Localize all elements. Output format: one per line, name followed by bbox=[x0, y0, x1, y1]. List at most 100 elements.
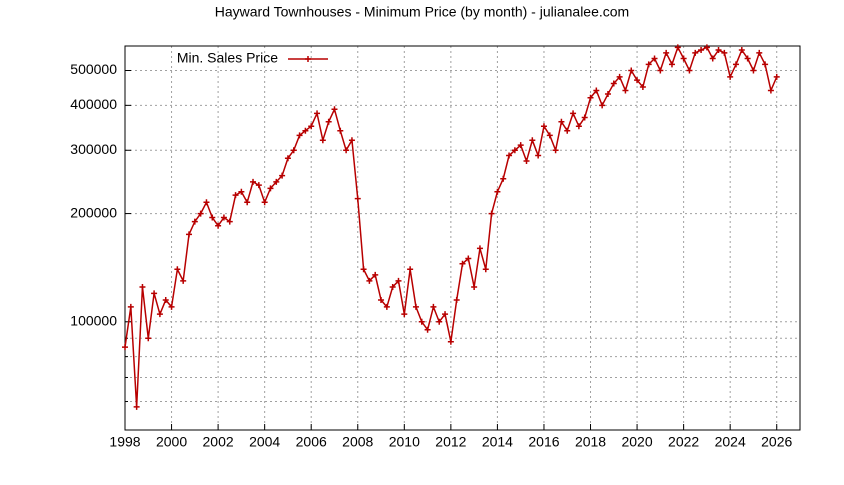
point-marker bbox=[220, 214, 227, 221]
point-marker bbox=[244, 199, 251, 206]
point-marker bbox=[744, 55, 751, 62]
point-marker bbox=[174, 266, 181, 273]
point-marker bbox=[494, 188, 501, 195]
point-marker bbox=[360, 266, 367, 273]
point-marker bbox=[558, 118, 565, 125]
point-marker bbox=[709, 55, 716, 62]
point-marker bbox=[156, 311, 163, 318]
legend-marker bbox=[305, 56, 311, 62]
x-tick-label: 2004 bbox=[249, 434, 280, 450]
point-marker bbox=[459, 260, 466, 267]
point-marker bbox=[197, 210, 204, 217]
point-marker bbox=[506, 152, 513, 159]
point-marker bbox=[732, 61, 739, 68]
point-marker bbox=[488, 210, 495, 217]
point-marker bbox=[604, 91, 611, 98]
point-marker bbox=[575, 123, 582, 130]
point-marker bbox=[674, 44, 681, 51]
point-marker bbox=[680, 55, 687, 62]
point-marker bbox=[668, 61, 675, 68]
point-marker bbox=[215, 222, 222, 229]
x-tick-label: 2016 bbox=[528, 434, 559, 450]
point-marker bbox=[517, 142, 524, 149]
x-tick-label: 2000 bbox=[156, 434, 187, 450]
legend-label: Min. Sales Price bbox=[177, 50, 278, 66]
point-marker bbox=[133, 403, 140, 410]
point-marker bbox=[721, 49, 728, 56]
point-marker bbox=[267, 185, 274, 192]
point-marker bbox=[279, 172, 286, 179]
point-marker bbox=[442, 311, 449, 318]
point-marker bbox=[599, 102, 606, 109]
point-marker bbox=[523, 158, 530, 165]
point-marker bbox=[686, 67, 693, 74]
point-marker bbox=[232, 192, 239, 199]
point-marker bbox=[255, 182, 262, 189]
point-marker bbox=[762, 61, 769, 68]
point-marker bbox=[447, 338, 454, 345]
point-marker bbox=[663, 49, 670, 56]
point-marker bbox=[750, 67, 757, 74]
point-marker bbox=[738, 47, 745, 54]
point-marker bbox=[180, 277, 187, 284]
y-tick-label: 200000 bbox=[70, 204, 117, 220]
y-tick-label: 300000 bbox=[70, 141, 117, 157]
point-marker bbox=[407, 266, 414, 273]
y-tick-label: 100000 bbox=[70, 312, 117, 328]
point-marker bbox=[378, 296, 385, 303]
point-marker bbox=[587, 94, 594, 101]
point-marker bbox=[564, 127, 571, 134]
point-marker bbox=[482, 266, 489, 273]
point-marker bbox=[366, 277, 373, 284]
point-marker bbox=[395, 277, 402, 284]
point-marker bbox=[191, 218, 198, 225]
point-marker bbox=[203, 199, 210, 206]
point-marker bbox=[186, 231, 193, 238]
point-marker bbox=[767, 87, 774, 94]
point-marker bbox=[308, 123, 315, 130]
point-marker bbox=[698, 47, 705, 54]
x-tick-label: 2022 bbox=[668, 434, 699, 450]
point-marker bbox=[389, 283, 396, 290]
x-tick-label: 2026 bbox=[761, 434, 792, 450]
point-marker bbox=[511, 147, 518, 154]
point-marker bbox=[570, 110, 577, 117]
point-marker bbox=[616, 73, 623, 80]
point-marker bbox=[552, 147, 559, 154]
point-marker bbox=[756, 49, 763, 56]
x-tick-label: 2014 bbox=[482, 434, 513, 450]
point-marker bbox=[127, 303, 134, 310]
x-tick-label: 2012 bbox=[435, 434, 466, 450]
y-tick-label: 500000 bbox=[70, 61, 117, 77]
point-marker bbox=[401, 311, 408, 318]
point-marker bbox=[645, 61, 652, 68]
point-marker bbox=[383, 303, 390, 310]
point-marker bbox=[168, 303, 175, 310]
x-tick-label: 2024 bbox=[715, 434, 746, 450]
point-marker bbox=[628, 67, 635, 74]
point-marker bbox=[476, 245, 483, 252]
point-marker bbox=[325, 118, 332, 125]
chart-title: Hayward Townhouses - Minimum Price (by m… bbox=[215, 4, 629, 20]
point-marker bbox=[319, 137, 326, 144]
point-marker bbox=[657, 67, 664, 74]
x-tick-label: 2006 bbox=[296, 434, 327, 450]
point-marker bbox=[162, 296, 169, 303]
point-marker bbox=[651, 55, 658, 62]
point-marker bbox=[343, 147, 350, 154]
point-marker bbox=[261, 199, 268, 206]
point-marker bbox=[465, 255, 472, 262]
x-tick-label: 2008 bbox=[342, 434, 373, 450]
point-marker bbox=[151, 290, 158, 297]
point-marker bbox=[139, 283, 146, 290]
point-marker bbox=[540, 123, 547, 130]
point-marker bbox=[500, 175, 507, 182]
point-marker bbox=[773, 73, 780, 80]
point-marker bbox=[424, 326, 431, 333]
point-marker bbox=[250, 178, 257, 185]
point-marker bbox=[727, 73, 734, 80]
point-marker bbox=[238, 188, 245, 195]
point-marker bbox=[354, 195, 361, 202]
point-marker bbox=[348, 137, 355, 144]
